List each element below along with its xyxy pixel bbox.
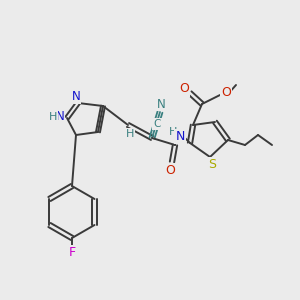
Text: H: H — [49, 112, 57, 122]
Text: N: N — [56, 110, 64, 124]
Text: O: O — [221, 86, 231, 100]
Text: O: O — [179, 82, 189, 95]
Text: H: H — [169, 127, 177, 137]
Text: S: S — [208, 158, 216, 170]
Text: H: H — [126, 129, 134, 139]
Text: N: N — [72, 91, 80, 103]
Text: F: F — [68, 245, 76, 259]
Text: O: O — [165, 164, 175, 176]
Text: C: C — [153, 119, 161, 129]
Text: N: N — [157, 98, 165, 110]
Text: N: N — [175, 130, 185, 142]
